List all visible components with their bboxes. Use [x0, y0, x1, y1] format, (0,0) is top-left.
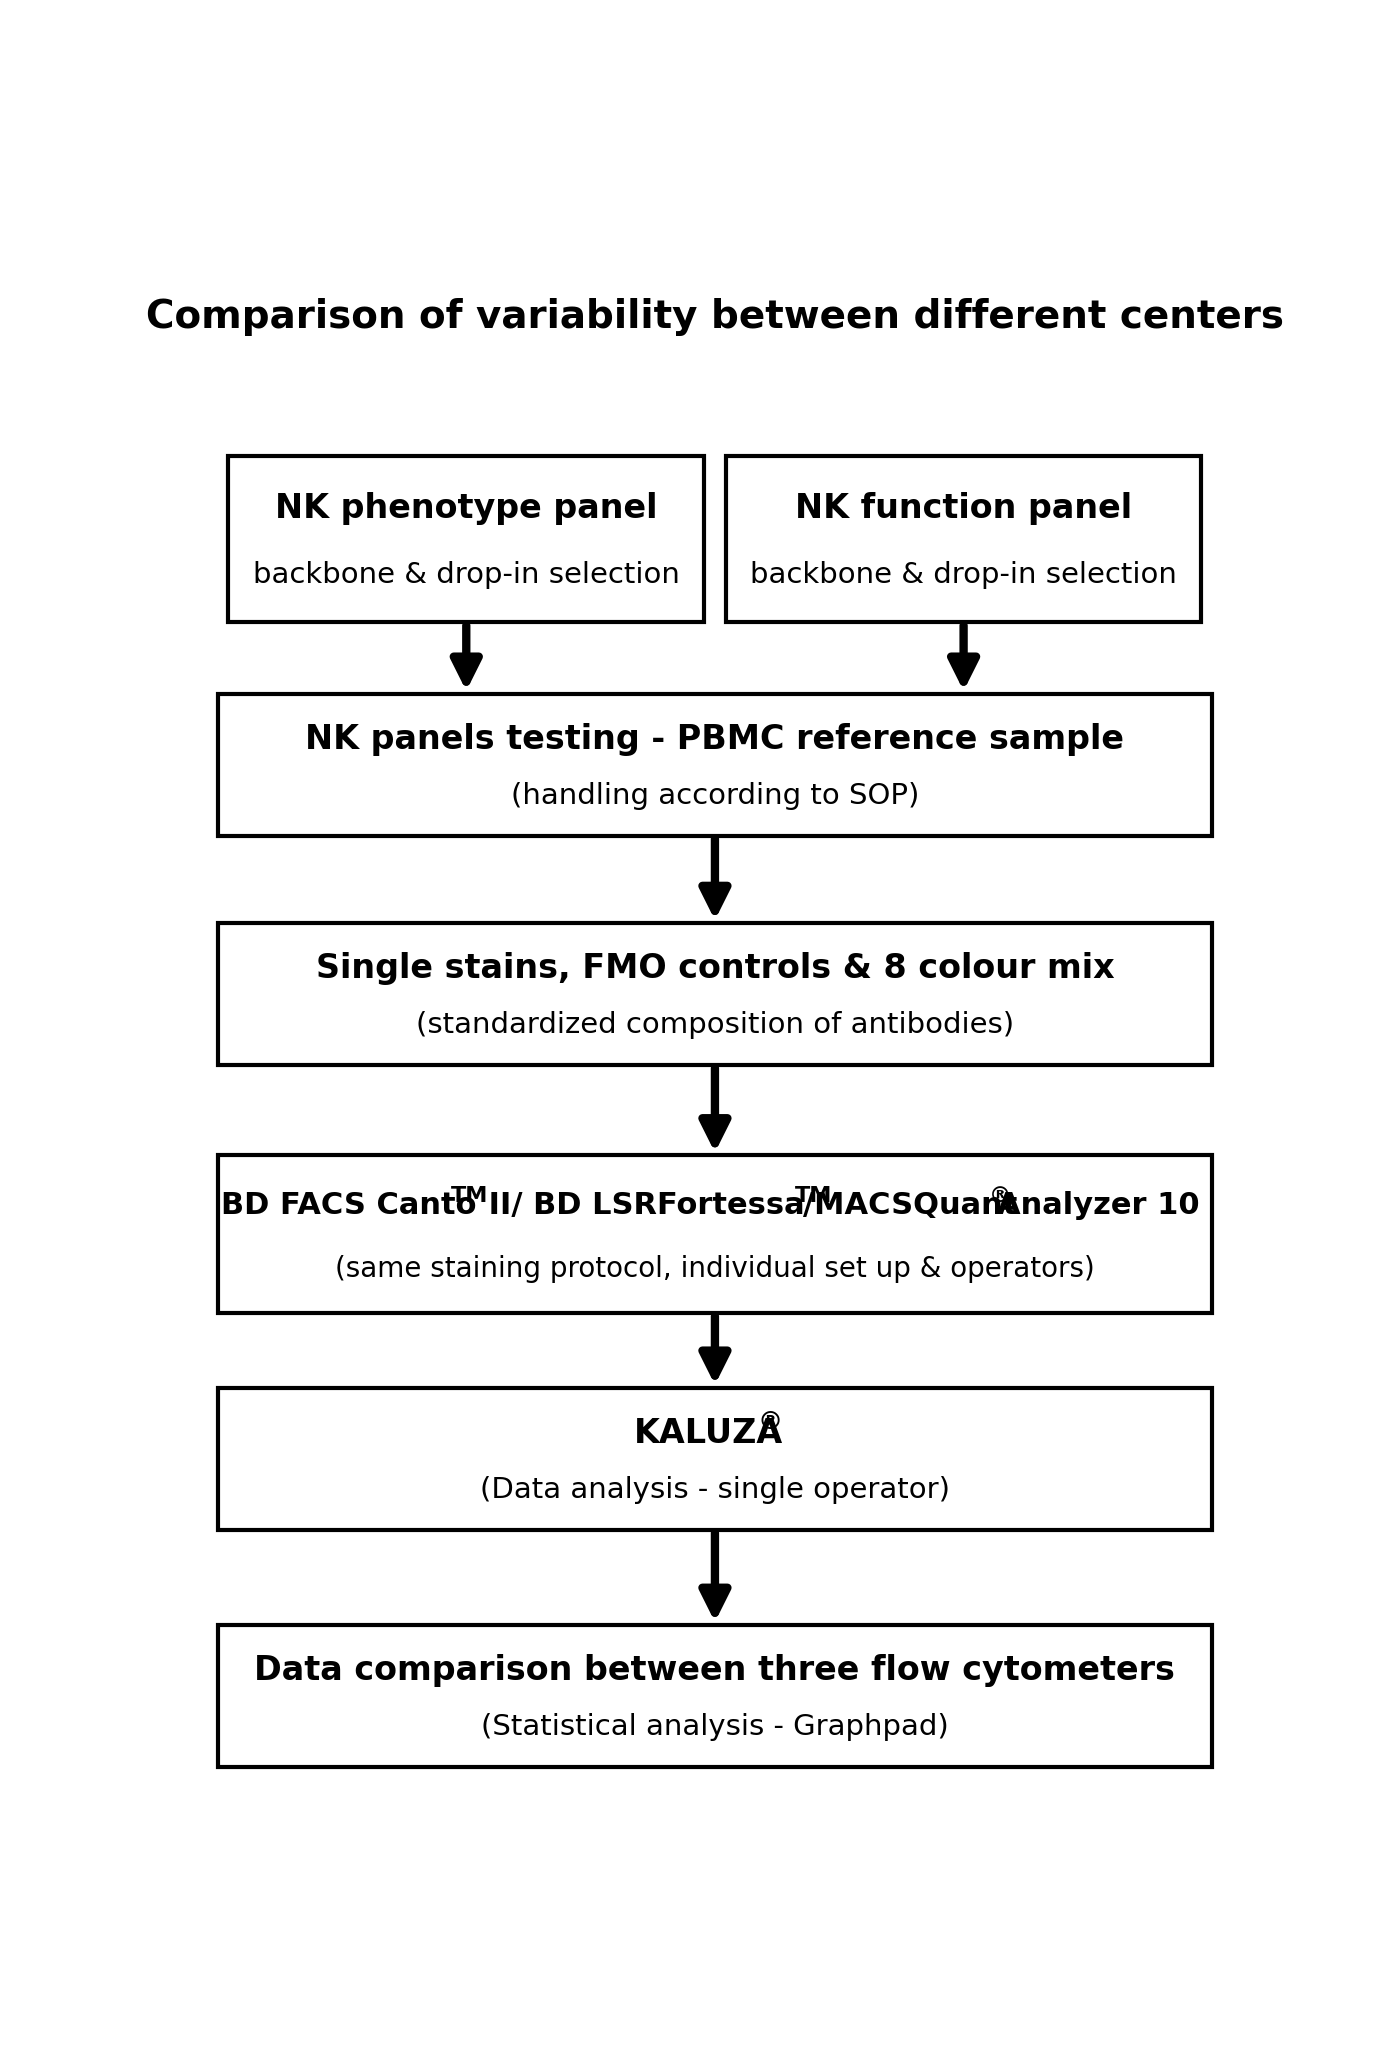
Text: NK phenotype panel: NK phenotype panel [275, 493, 657, 526]
Text: backbone & drop-in selection: backbone & drop-in selection [252, 560, 679, 589]
Text: BD FACS Canto: BD FACS Canto [220, 1191, 476, 1219]
Text: (same staining protocol, individual set up & operators): (same staining protocol, individual set … [335, 1254, 1095, 1283]
Text: Data comparison between three flow cytometers: Data comparison between three flow cytom… [254, 1655, 1176, 1688]
Text: TM: TM [451, 1187, 488, 1205]
Text: KALUZA: KALUZA [633, 1417, 783, 1449]
FancyBboxPatch shape [218, 1388, 1212, 1529]
Text: ®: ® [757, 1410, 783, 1433]
Text: /MACSQuant: /MACSQuant [802, 1191, 1017, 1219]
Text: (Statistical analysis - Graphpad): (Statistical analysis - Graphpad) [481, 1714, 949, 1741]
FancyBboxPatch shape [218, 1624, 1212, 1768]
Text: Comparison of variability between different centers: Comparison of variability between differ… [146, 298, 1283, 337]
FancyBboxPatch shape [218, 694, 1212, 836]
FancyBboxPatch shape [229, 456, 704, 622]
FancyBboxPatch shape [725, 456, 1201, 622]
FancyBboxPatch shape [218, 1156, 1212, 1314]
Text: NK function panel: NK function panel [795, 493, 1133, 526]
Text: NK panels testing - PBMC reference sample: NK panels testing - PBMC reference sampl… [306, 723, 1124, 756]
Text: ®: ® [989, 1187, 1011, 1205]
Text: backbone & drop-in selection: backbone & drop-in selection [751, 560, 1177, 589]
Text: (handling according to SOP): (handling according to SOP) [511, 782, 919, 811]
Text: Single stains, FMO controls & 8 colour mix: Single stains, FMO controls & 8 colour m… [315, 953, 1115, 985]
FancyBboxPatch shape [218, 924, 1212, 1066]
Text: (standardized composition of antibodies): (standardized composition of antibodies) [416, 1012, 1014, 1039]
Text: Analyzer 10: Analyzer 10 [997, 1191, 1200, 1219]
Text: (Data analysis - single operator): (Data analysis - single operator) [480, 1476, 950, 1505]
Text: II/ BD LSRFortessa: II/ BD LSRFortessa [478, 1191, 805, 1219]
Text: TM: TM [795, 1187, 833, 1205]
